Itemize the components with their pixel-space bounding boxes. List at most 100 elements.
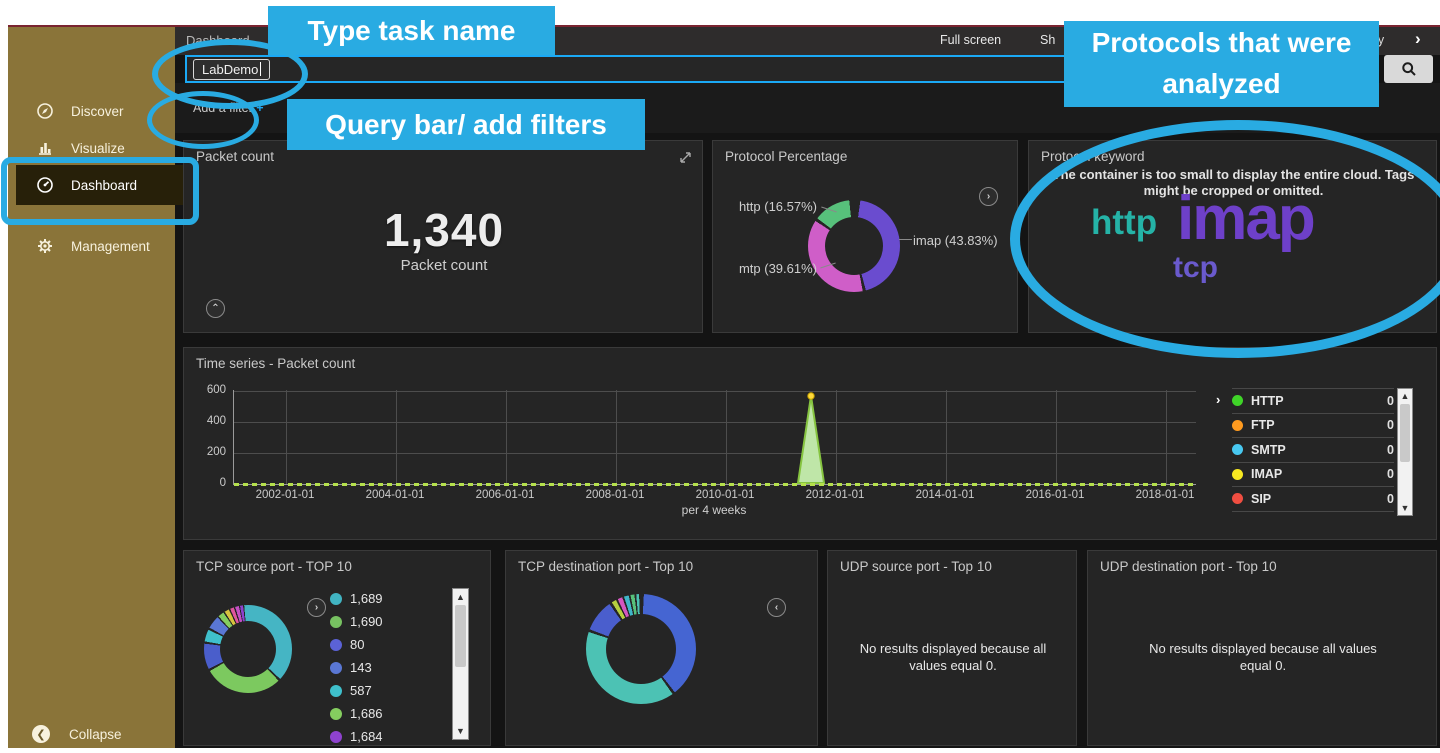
- legend-dot: [330, 661, 342, 674]
- sidebar-item-visualize[interactable]: Visualize: [16, 131, 183, 165]
- legend-toggle-icon[interactable]: ›: [979, 187, 998, 206]
- legend-row-imap[interactable]: IMAP 0: [1232, 461, 1394, 487]
- legend-row-http[interactable]: HTTP 0: [1232, 388, 1394, 413]
- zero-baseline: [234, 483, 1196, 486]
- legend-value: 0: [1387, 418, 1394, 433]
- scrollbar-thumb[interactable]: [455, 605, 466, 667]
- scroll-down-icon[interactable]: ▼: [1400, 503, 1410, 513]
- legend-label: HTTP: [1251, 393, 1284, 408]
- sidebar-item-dashboard[interactable]: Dashboard: [16, 165, 183, 205]
- panel-title: Time series - Packet count: [196, 356, 356, 371]
- full-screen-button[interactable]: Full screen: [940, 33, 1002, 47]
- legend-label: SMTP: [1251, 442, 1286, 457]
- annotation-callout-query-bar: Query bar/ add filters: [287, 99, 645, 150]
- sidebar-item-label: Dashboard: [71, 177, 138, 193]
- bar-chart-icon: [36, 139, 54, 157]
- panel-title: Packet count: [196, 149, 275, 164]
- no-results-message: No results displayed because all values …: [859, 641, 1047, 673]
- legend-dot: [1232, 419, 1243, 431]
- x-tick: 2008-01-01: [585, 489, 645, 501]
- sidebar-item-discover[interactable]: Discover: [16, 94, 183, 128]
- legend-dot: [1232, 395, 1243, 407]
- legend-item[interactable]: 1,690: [330, 614, 383, 629]
- annotation-rect-dashboard: [1, 157, 199, 225]
- sidebar-item-management[interactable]: Management: [16, 229, 183, 263]
- legend-label: 80: [350, 637, 365, 652]
- x-tick: 2004-01-01: [365, 489, 425, 501]
- scroll-down-icon[interactable]: ▼: [456, 726, 465, 736]
- legend-row-smtp[interactable]: SMTP 0: [1232, 437, 1394, 462]
- legend-dot: [330, 615, 342, 628]
- annotation-ellipse-add-filter: [147, 91, 259, 149]
- annotation-callout-protocols: Protocols that were analyzed: [1064, 21, 1379, 107]
- compass-icon: [36, 102, 54, 120]
- panel-title: Protocol Percentage: [725, 149, 848, 164]
- legend-value: 0: [1387, 467, 1394, 482]
- legend-dot: [1232, 493, 1243, 505]
- label-connector: [899, 239, 912, 240]
- legend-item[interactable]: 143: [330, 660, 372, 675]
- protocol-percentage-donut[interactable]: [808, 200, 900, 292]
- legend-label: 1,684: [350, 729, 383, 744]
- gear-icon: [36, 237, 54, 255]
- legend-value: 0: [1387, 442, 1394, 457]
- chevron-up-icon[interactable]: ⌃: [206, 299, 225, 318]
- scrollbar-thumb[interactable]: [1400, 404, 1410, 462]
- scroll-up-icon[interactable]: ▲: [1400, 391, 1410, 401]
- legend-label: 1,686: [350, 706, 383, 721]
- panel-udp-destination: UDP destination port - Top 10 No results…: [1087, 550, 1437, 746]
- sidebar-item-label: Visualize: [71, 140, 125, 156]
- sidebar: Discover Visualize Dashboard Management …: [8, 27, 183, 748]
- packet-count-spike: [796, 392, 826, 484]
- share-button[interactable]: Sh: [1040, 33, 1056, 47]
- tcp-source-donut[interactable]: [204, 605, 292, 693]
- expand-icon[interactable]: [679, 151, 692, 164]
- time-forward-chevron-icon[interactable]: ›: [1415, 29, 1421, 48]
- scroll-up-icon[interactable]: ▲: [456, 592, 465, 602]
- legend-toggle-icon[interactable]: ‹: [767, 598, 786, 617]
- search-button[interactable]: [1384, 55, 1433, 83]
- tcp-source-legend-scrollbar[interactable]: ▲ ▼: [452, 588, 469, 740]
- tcp-destination-donut[interactable]: [586, 594, 696, 704]
- legend-dot: [330, 684, 342, 697]
- legend-collapse-chevron-icon[interactable]: ›: [1216, 392, 1221, 407]
- legend-scrollbar[interactable]: ▲ ▼: [1397, 388, 1413, 516]
- pie-label-imap[interactable]: imap (43.83%): [913, 233, 998, 248]
- metric-value: 1,340: [383, 204, 505, 256]
- legend-label: 1,689: [350, 591, 383, 606]
- legend-item[interactable]: 1,689: [330, 591, 383, 606]
- sidebar-item-label: Discover: [71, 103, 124, 119]
- panel-packet-count: Packet count 1,340 Packet count ⌃: [183, 140, 703, 333]
- pie-label-http[interactable]: http (16.57%): [738, 199, 817, 214]
- legend-row-ftp[interactable]: FTP 0: [1232, 412, 1394, 438]
- legend-item[interactable]: 587: [330, 683, 372, 698]
- legend-item[interactable]: 1,684: [330, 729, 383, 744]
- legend-dot: [1232, 468, 1243, 480]
- x-axis-label: per 4 weeks: [681, 503, 747, 517]
- legend-label: IMAP: [1251, 467, 1283, 482]
- legend-row-sip[interactable]: SIP 0: [1232, 486, 1394, 512]
- metric-label: Packet count: [400, 257, 488, 274]
- collapse-label: Collapse: [69, 726, 122, 742]
- y-tick: 200: [206, 446, 226, 458]
- x-tick: 2006-01-01: [475, 489, 535, 501]
- legend-label: 143: [350, 660, 372, 675]
- collapse-arrow-icon: ❮: [32, 725, 50, 743]
- x-tick: 2016-01-01: [1025, 489, 1085, 501]
- time-series-plot[interactable]: [233, 390, 1196, 486]
- y-tick: 400: [206, 415, 226, 427]
- x-tick: 2010-01-01: [695, 489, 755, 501]
- no-results-message: No results displayed because all values …: [1149, 641, 1377, 673]
- legend-dot: [330, 592, 342, 605]
- legend-item[interactable]: 1,686: [330, 706, 383, 721]
- legend-value: 0: [1387, 393, 1394, 408]
- legend-dot: [330, 730, 342, 743]
- legend-item[interactable]: 80: [330, 637, 364, 652]
- x-tick: 2012-01-01: [805, 489, 865, 501]
- pie-label-mtp[interactable]: mtp (39.61%): [738, 261, 817, 276]
- legend-dot: [330, 707, 342, 720]
- legend-label: 587: [350, 683, 372, 698]
- legend-toggle-icon[interactable]: ›: [307, 598, 326, 617]
- annotation-ellipse-protocol-keyword: [1010, 120, 1440, 358]
- sidebar-collapse-button[interactable]: ❮ Collapse: [16, 717, 183, 751]
